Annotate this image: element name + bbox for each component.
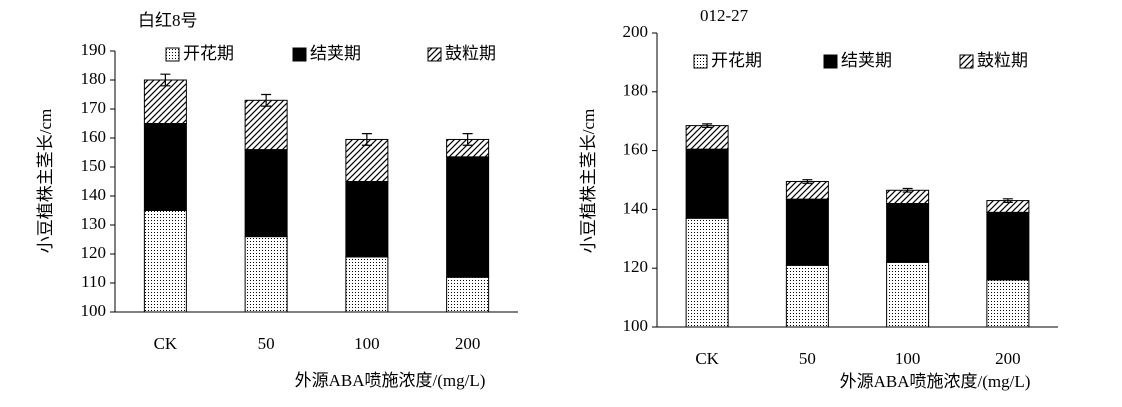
y-tick-label: 160 bbox=[623, 140, 649, 159]
bar-segment bbox=[143, 123, 187, 211]
x-tick-label: 100 bbox=[354, 334, 380, 353]
y-tick-label: 120 bbox=[81, 243, 107, 262]
x-axis-label: 外源ABA喷施浓度/(mg/L) bbox=[840, 372, 1031, 391]
error-bar bbox=[261, 93, 272, 107]
legend-label: 结荚期 bbox=[841, 51, 892, 70]
bar-segment bbox=[785, 264, 829, 328]
x-axis-label: 外源ABA喷施浓度/(mg/L) bbox=[295, 371, 486, 390]
bar-segment bbox=[244, 99, 288, 151]
chart-title: 白红8号 bbox=[138, 11, 198, 30]
legend-label: 鼓粒期 bbox=[977, 51, 1028, 70]
y-tick-label: 130 bbox=[81, 214, 107, 233]
y-tick-label: 180 bbox=[623, 81, 649, 100]
bar-segment bbox=[886, 203, 930, 263]
error-bar bbox=[802, 179, 813, 184]
legend-label: 结荚期 bbox=[310, 44, 361, 63]
legend-swatch bbox=[427, 47, 442, 62]
bar-segment bbox=[986, 279, 1030, 328]
bar-segment bbox=[886, 261, 930, 328]
bar-segment bbox=[345, 256, 389, 313]
y-tick-label: 110 bbox=[81, 272, 106, 291]
bar-segment bbox=[345, 181, 389, 258]
x-tick-label: 50 bbox=[258, 334, 275, 353]
y-tick-label: 200 bbox=[623, 22, 649, 41]
bar-segment bbox=[685, 217, 729, 328]
legend-label: 鼓粒期 bbox=[445, 44, 496, 63]
legend-swatch bbox=[292, 47, 307, 62]
y-tick-label: 170 bbox=[81, 98, 107, 117]
x-tick-label: 200 bbox=[995, 349, 1021, 368]
bar-segment bbox=[685, 148, 729, 219]
error-bar bbox=[462, 133, 473, 146]
bar-segment bbox=[685, 125, 729, 150]
bar-segment bbox=[446, 156, 490, 278]
y-tick-label: 120 bbox=[623, 257, 649, 276]
bar-segment bbox=[244, 236, 288, 313]
bar-segment bbox=[244, 149, 288, 238]
y-tick-label: 140 bbox=[81, 185, 107, 204]
y-tick-label: 190 bbox=[81, 40, 107, 59]
chart-title: 012-27 bbox=[700, 6, 749, 25]
y-tick-label: 140 bbox=[623, 198, 649, 217]
error-bar bbox=[1002, 198, 1013, 203]
y-tick-label: 180 bbox=[81, 69, 107, 88]
x-tick-label: 200 bbox=[455, 334, 481, 353]
bar-segment bbox=[986, 211, 1030, 281]
y-axis-label: 小豆植株主茎长/cm bbox=[36, 109, 55, 254]
legend-swatch bbox=[165, 47, 180, 62]
legend-swatch bbox=[693, 54, 708, 69]
y-tick-label: 100 bbox=[81, 301, 107, 320]
legend-swatch bbox=[959, 54, 974, 69]
error-bar bbox=[702, 123, 713, 128]
y-axis-label: 小豆植株主茎长/cm bbox=[579, 109, 598, 254]
bar-segment bbox=[785, 198, 829, 266]
x-tick-label: CK bbox=[154, 334, 178, 353]
x-tick-label: 50 bbox=[799, 349, 816, 368]
x-tick-label: CK bbox=[695, 349, 719, 368]
x-tick-label: 100 bbox=[895, 349, 921, 368]
y-tick-label: 100 bbox=[623, 316, 649, 335]
y-tick-label: 150 bbox=[81, 156, 107, 175]
error-bar bbox=[902, 187, 913, 193]
legend-label: 开花期 bbox=[711, 51, 762, 70]
legend-label: 开花期 bbox=[183, 44, 234, 63]
error-bar bbox=[160, 73, 171, 87]
error-bar bbox=[361, 133, 372, 146]
bar-segment bbox=[143, 210, 187, 313]
bar-segment bbox=[785, 180, 829, 200]
bar-segment bbox=[446, 276, 490, 313]
legend-swatch bbox=[823, 54, 838, 69]
bar-segment bbox=[143, 79, 187, 124]
y-tick-label: 160 bbox=[81, 127, 107, 146]
